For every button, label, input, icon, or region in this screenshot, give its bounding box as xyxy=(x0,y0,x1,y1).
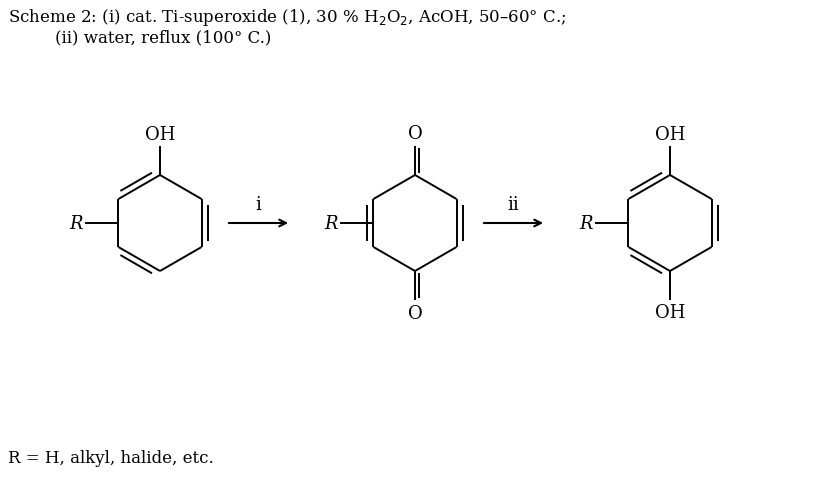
Text: O: O xyxy=(408,305,423,323)
Text: (ii) water, reflux (100° C.): (ii) water, reflux (100° C.) xyxy=(55,29,271,46)
Text: R: R xyxy=(579,215,592,232)
Text: OH: OH xyxy=(145,126,176,143)
Text: ii: ii xyxy=(508,196,519,214)
Text: R: R xyxy=(324,215,338,232)
Text: O: O xyxy=(408,125,423,142)
Text: i: i xyxy=(255,196,261,214)
Text: Scheme 2: (i) cat. Ti-superoxide (1), 30 % H$_2$O$_2$, AcOH, 50–60° C.;: Scheme 2: (i) cat. Ti-superoxide (1), 30… xyxy=(8,7,566,28)
Text: R = H, alkyl, halide, etc.: R = H, alkyl, halide, etc. xyxy=(8,449,213,466)
Text: R: R xyxy=(69,215,82,232)
Text: OH: OH xyxy=(655,304,686,321)
Text: OH: OH xyxy=(655,126,686,143)
